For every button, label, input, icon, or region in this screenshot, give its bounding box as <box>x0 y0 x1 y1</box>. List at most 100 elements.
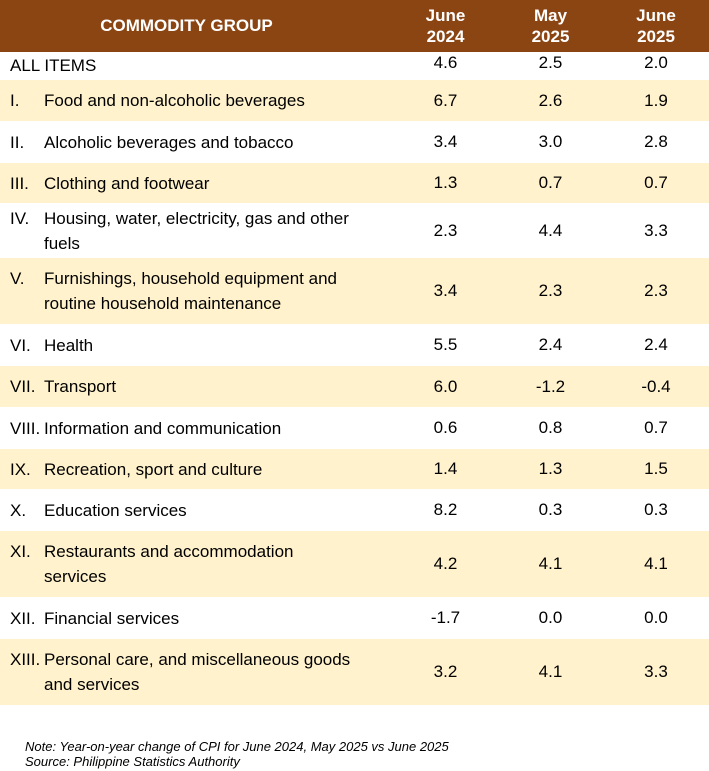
row-value-cell: 1.4 <box>433 459 458 478</box>
row-number: X. <box>10 500 27 520</box>
row-label: Personal care, and miscellaneous goods a… <box>44 650 351 694</box>
row-label-wrap: XII. Financial services <box>10 606 179 631</box>
row-label: Clothing and footwear <box>44 173 210 193</box>
row-value-cell: 4.4 <box>538 220 563 240</box>
row-value-cell: 2.3 <box>538 281 563 300</box>
row-number: VI. <box>10 335 31 355</box>
row-number: VII. <box>10 377 36 396</box>
row-value-cell: 0.3 <box>644 500 668 519</box>
table-row: I. Food and non-alcoholic beverages 6.7 2.6… <box>0 79 709 121</box>
row-label: Food and non-alcoholic beverages <box>44 91 305 110</box>
table-header: COMMODITY GROUP June 2024 May 2025 June … <box>0 0 709 52</box>
row-value-cell: 0.6 <box>433 418 458 437</box>
row-value-cell: 3.4 <box>433 281 458 300</box>
row-value-cell: -1.2 <box>535 376 566 396</box>
row-value-cell: 5.5 <box>433 335 458 354</box>
table-row: II. Alcoholic beverages and tobacco 3.4 3.0… <box>0 121 709 162</box>
row-number: V. <box>10 269 25 288</box>
row-label-cell: XIII. Personal care, and miscellaneous go… <box>0 639 393 705</box>
table-row: IV. Housing, water, electricity, gas and … <box>0 203 709 257</box>
row-number: I. <box>10 91 20 110</box>
header-col-june-2024: June 2024 <box>425 6 466 46</box>
table-row: VII. Transport 6.0 -1.2 -0.4 <box>0 365 709 407</box>
row-value-cell: 2.6 <box>538 90 563 110</box>
row-value-cell: 0.7 <box>644 173 668 192</box>
row-value-cell: 3.3 <box>644 220 668 240</box>
row-label: Housing, water, electricity, gas and oth… <box>44 208 349 253</box>
row-value-cell: 0.3 <box>538 500 563 519</box>
table-row: XII. Financial services -1.7 0.0 0.0 <box>0 597 709 638</box>
row-label-cell: XII. Financial services <box>0 598 393 638</box>
table-row: X. Education services 8.2 0.3 0.3 <box>0 489 709 530</box>
row-value-cell: 4.1 <box>644 554 668 573</box>
source-text: Source: Philippine Statistics Authority <box>25 754 240 769</box>
row-value-cell: 2.4 <box>644 335 668 354</box>
row-label: ALL ITEMS <box>10 56 97 75</box>
table-row: III. Clothing and footwear 1.3 0.7 0.7 <box>0 162 709 203</box>
row-value-cell: 4.1 <box>538 554 563 573</box>
row-label-cell: VI. Health <box>0 325 393 365</box>
row-number: IV. <box>10 208 30 228</box>
row-label-cell: I. Food and non-alcoholic beverages <box>0 80 393 121</box>
row-label: Education services <box>44 500 187 520</box>
row-label-wrap: II. Alcoholic beverages and tobacco <box>10 130 294 155</box>
row-label-wrap: VII. Transport <box>10 374 116 399</box>
row-label-cell: VII. Transport <box>0 366 393 407</box>
table-row: VI. Health 5.5 2.4 2.4 <box>0 324 709 365</box>
row-label: Restaurants and accommodation services <box>44 542 294 586</box>
row-label: Furnishings, household equipment and rou… <box>44 269 337 313</box>
row-label: Recreation, sport and culture <box>44 459 263 479</box>
row-label-wrap: XIII. Personal care, and miscellaneous go… <box>10 647 354 697</box>
table-row: V. Furnishings, household equipment and r… <box>0 257 709 324</box>
row-number: XIII. <box>10 650 41 669</box>
row-label-cell: V. Furnishings, household equipment and r… <box>0 258 393 324</box>
row-label-cell: II. Alcoholic beverages and tobacco <box>0 122 393 162</box>
cpi-table: COMMODITY GROUP June 2024 May 2025 June … <box>0 0 709 705</box>
row-label-cell: ALL ITEMS <box>0 53 393 79</box>
table-body: ALL ITEMS 4.6 2.5 2.0 I. Food and non-alcohol… <box>0 52 709 705</box>
row-label-cell: IX. Recreation, sport and culture <box>0 449 393 489</box>
row-value-cell: 1.9 <box>644 90 668 110</box>
row-value-cell: 0.8 <box>538 418 563 437</box>
row-value-cell: 0.7 <box>538 173 563 192</box>
row-number: IX. <box>10 459 31 479</box>
row-value-cell: 3.3 <box>644 662 668 681</box>
row-value-cell: 0.7 <box>644 418 668 437</box>
row-label-cell: X. Education services <box>0 490 393 530</box>
row-value-cell: 2.4 <box>538 335 563 354</box>
row-number: XII. <box>10 608 36 628</box>
row-label: Alcoholic beverages and tobacco <box>44 132 294 152</box>
row-label-wrap: X. Education services <box>10 498 187 523</box>
row-value-cell: 3.2 <box>433 662 458 681</box>
row-value-cell: 4.2 <box>433 554 458 573</box>
table-row: XIII. Personal care, and miscellaneous go… <box>0 638 709 705</box>
row-value-cell: 6.0 <box>433 376 458 396</box>
row-number: II. <box>10 132 25 152</box>
row-value-cell: 6.7 <box>433 90 458 110</box>
row-value-cell: 2.3 <box>433 220 458 240</box>
row-label-wrap: V. Furnishings, household equipment and r… <box>10 266 354 316</box>
row-label-wrap: VI. Health <box>10 333 93 358</box>
row-number: VIII. <box>10 418 41 438</box>
row-label-cell: IV. Housing, water, electricity, gas and … <box>0 204 393 257</box>
row-label: Information and communication <box>44 418 282 438</box>
row-value-cell: 2.0 <box>644 53 668 72</box>
row-value-cell: -1.7 <box>430 608 461 627</box>
row-number: XI. <box>10 542 31 561</box>
row-value-cell: 0.0 <box>538 608 563 627</box>
row-value-cell: 8.2 <box>433 500 458 519</box>
row-label: Financial services <box>44 608 180 628</box>
table-row: VIII. Information and communication 0.6 0.8… <box>0 407 709 448</box>
note-text: Note: Year-on-year change of CPI for Jun… <box>25 739 449 754</box>
row-label-cell: XI. Restaurants and accommodation service… <box>0 531 393 597</box>
row-value-cell: 4.1 <box>538 662 563 681</box>
row-number: III. <box>10 173 29 193</box>
row-label-wrap: IV. Housing, water, electricity, gas and … <box>10 206 354 256</box>
row-label-wrap: III. Clothing and footwear <box>10 171 209 196</box>
row-value-cell: 2.3 <box>644 281 668 300</box>
row-value-cell: 1.3 <box>433 173 458 192</box>
row-label-cell: VIII. Information and communication <box>0 408 393 448</box>
row-value-cell: 0.0 <box>644 608 668 627</box>
row-label-wrap: I. Food and non-alcoholic beverages <box>10 88 305 113</box>
row-value-cell: 3.0 <box>538 132 563 151</box>
